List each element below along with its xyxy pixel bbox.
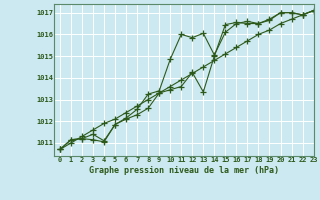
X-axis label: Graphe pression niveau de la mer (hPa): Graphe pression niveau de la mer (hPa) <box>89 166 279 175</box>
